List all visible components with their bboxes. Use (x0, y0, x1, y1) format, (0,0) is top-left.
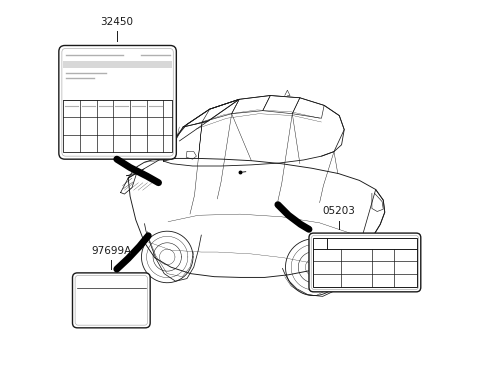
Bar (313, 238, 417, 287)
FancyBboxPatch shape (72, 273, 150, 328)
Text: 05203: 05203 (322, 206, 355, 216)
FancyBboxPatch shape (62, 49, 173, 156)
FancyBboxPatch shape (59, 45, 176, 159)
Text: 32450: 32450 (100, 17, 133, 27)
Bar (63, 100, 172, 152)
FancyBboxPatch shape (309, 233, 421, 292)
Bar (63, 61, 172, 68)
FancyBboxPatch shape (311, 235, 419, 290)
Text: 97699A: 97699A (91, 246, 131, 256)
FancyBboxPatch shape (75, 276, 147, 325)
